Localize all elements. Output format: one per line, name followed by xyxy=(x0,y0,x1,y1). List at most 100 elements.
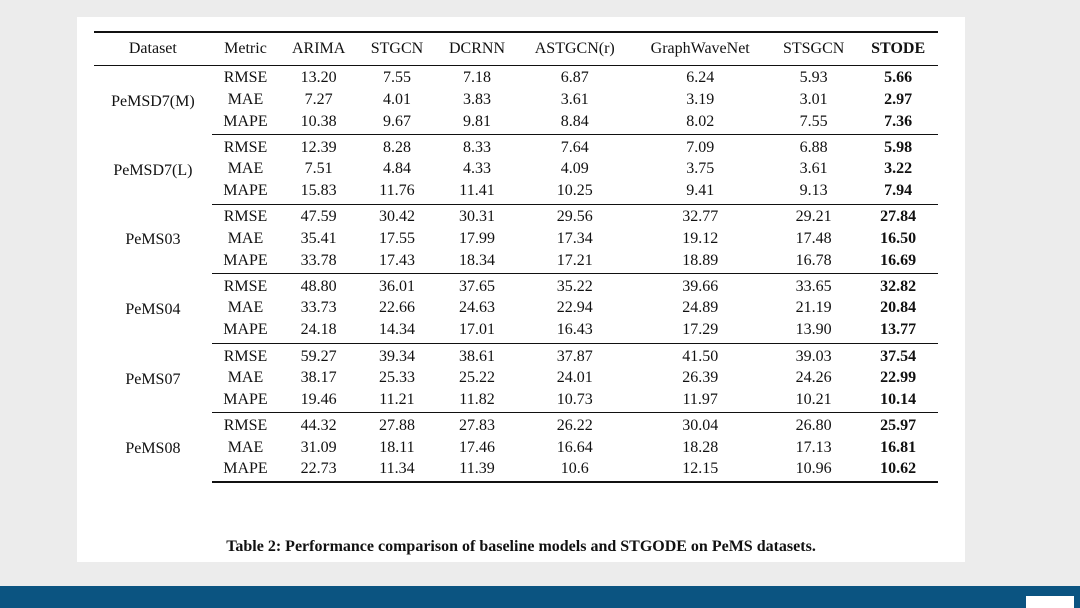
value-cell: 24.89 xyxy=(682,299,719,317)
value-cell: 5.93 xyxy=(799,69,828,87)
value-cell: 17.13 xyxy=(795,438,832,456)
dataset-cell: PeMS04 xyxy=(125,300,181,318)
value-cell: 6.24 xyxy=(686,69,715,87)
value-cell: 18.28 xyxy=(682,438,719,456)
value-cell: 14.34 xyxy=(358,320,436,344)
value-cell: 11.41 xyxy=(435,180,519,205)
table-row: MAE 38.17 25.33 25.22 24.01 26.39 24.26 22.99 xyxy=(94,366,938,389)
value-cell: 9.41 xyxy=(631,180,770,205)
value-cell: 37.65 xyxy=(458,278,495,296)
value-cell: 39.34 xyxy=(378,347,415,365)
table-row: MAPE 19.46 11.21 11.82 10.73 11.97 10.21 10.14 xyxy=(94,389,938,414)
value-cell: 10.96 xyxy=(769,459,859,484)
metric-cell: RMSE xyxy=(223,69,268,87)
value-cell: 8.28 xyxy=(382,138,411,156)
metric-cell: RMSE xyxy=(223,417,268,435)
metric-cell: RMSE xyxy=(223,138,268,156)
table-row: MAPE 33.78 17.43 18.34 17.21 18.89 16.78 16.69 xyxy=(94,250,938,275)
table-row: PeMS04 RMSE 48.80 36.01 37.65 35.22 39.66 33.65… xyxy=(94,274,938,318)
header-stode: STODE xyxy=(858,31,938,66)
value-cell: 26.80 xyxy=(795,417,832,435)
header-graphwavenet: GraphWaveNet xyxy=(631,31,770,66)
value-cell: 29.56 xyxy=(556,208,593,226)
value-cell: 19.46 xyxy=(279,389,359,414)
metric-cell: MAE xyxy=(227,438,264,456)
value-cell: 7.55 xyxy=(769,111,859,136)
value-cell: 38.17 xyxy=(300,369,337,387)
value-cell: 10.38 xyxy=(279,111,359,136)
best-value-cell: 10.62 xyxy=(858,459,938,484)
table-header-row: Dataset Metric ARIMA STGCN DCRNN ASTGCN(… xyxy=(94,31,938,66)
value-cell: 3.19 xyxy=(686,90,715,108)
footer-bar xyxy=(0,586,1080,608)
table-row: MAE 31.09 18.11 17.46 16.64 18.28 17.13 16.81 xyxy=(94,436,938,459)
value-cell: 17.43 xyxy=(358,250,436,275)
value-cell: 18.34 xyxy=(435,250,519,275)
table-row: MAPE 15.83 11.76 11.41 10.25 9.41 9.13 7.94 xyxy=(94,180,938,205)
metric-cell: MAPE xyxy=(211,389,280,414)
best-value-cell: 7.36 xyxy=(858,111,938,136)
header-dataset: Dataset xyxy=(94,31,212,66)
value-cell: 15.83 xyxy=(279,180,359,205)
value-cell: 3.01 xyxy=(799,90,828,108)
value-cell: 17.55 xyxy=(378,229,415,247)
value-cell: 36.01 xyxy=(378,278,415,296)
value-cell: 30.04 xyxy=(682,417,719,435)
value-cell: 6.88 xyxy=(799,138,828,156)
value-cell: 24.18 xyxy=(279,320,359,344)
metric-cell: MAPE xyxy=(211,459,280,484)
value-cell: 11.34 xyxy=(358,459,436,484)
best-value-cell: 27.84 xyxy=(880,208,917,226)
best-value-cell: 13.77 xyxy=(858,320,938,344)
value-cell: 4.09 xyxy=(560,160,589,178)
value-cell: 30.31 xyxy=(458,208,495,226)
value-cell: 22.66 xyxy=(378,299,415,317)
value-cell: 39.03 xyxy=(795,347,832,365)
value-cell: 11.39 xyxy=(435,459,519,484)
best-value-cell: 5.66 xyxy=(884,69,913,87)
best-value-cell: 10.14 xyxy=(858,389,938,414)
footer-tab xyxy=(1026,596,1074,608)
value-cell: 17.48 xyxy=(795,229,832,247)
value-cell: 17.21 xyxy=(518,250,632,275)
table-row: MAE 33.73 22.66 24.63 22.94 24.89 21.19 20.84 xyxy=(94,297,938,320)
value-cell: 8.33 xyxy=(462,138,491,156)
value-cell: 16.43 xyxy=(518,320,632,344)
dataset-cell: PeMS07 xyxy=(125,370,181,388)
value-cell: 16.64 xyxy=(556,438,593,456)
results-table: Dataset Metric ARIMA STGCN DCRNN ASTGCN(… xyxy=(94,31,938,484)
dataset-cell: PeMS08 xyxy=(125,440,181,458)
best-value-cell: 16.50 xyxy=(880,229,917,247)
header-astgcn: ASTGCN(r) xyxy=(518,31,632,66)
value-cell: 24.26 xyxy=(795,369,832,387)
metric-cell: RMSE xyxy=(223,347,268,365)
header-stsgcn: STSGCN xyxy=(769,31,859,66)
value-cell: 13.20 xyxy=(300,69,337,87)
best-value-cell: 5.98 xyxy=(884,138,913,156)
table-row: MAE 7.27 4.01 3.83 3.61 3.19 3.01 2.97 xyxy=(94,88,938,111)
value-cell: 19.12 xyxy=(682,229,719,247)
table-row: MAPE 10.38 9.67 9.81 8.84 8.02 7.55 7.36 xyxy=(94,111,938,136)
value-cell: 24.63 xyxy=(458,299,495,317)
table-row: MAPE 24.18 14.34 17.01 16.43 17.29 13.90 13.77 xyxy=(94,320,938,344)
value-cell: 6.87 xyxy=(560,69,589,87)
best-value-cell: 7.94 xyxy=(858,180,938,205)
value-cell: 7.64 xyxy=(560,138,589,156)
value-cell: 9.13 xyxy=(769,180,859,205)
value-cell: 3.61 xyxy=(799,160,828,178)
value-cell: 26.22 xyxy=(556,417,593,435)
value-cell: 3.75 xyxy=(686,160,715,178)
metric-cell: MAE xyxy=(227,299,264,317)
value-cell: 24.01 xyxy=(556,369,593,387)
value-cell: 17.01 xyxy=(435,320,519,344)
best-value-cell: 22.99 xyxy=(880,369,917,387)
value-cell: 48.80 xyxy=(300,278,337,296)
value-cell: 7.09 xyxy=(686,138,715,156)
table-row: PeMSD7(M) RMSE 13.20 7.55 7.18 6.87 6.24 5.93 5.… xyxy=(94,65,938,109)
value-cell: 33.78 xyxy=(279,250,359,275)
value-cell: 10.21 xyxy=(769,389,859,414)
metric-cell: MAPE xyxy=(211,250,280,275)
value-cell: 3.61 xyxy=(560,90,589,108)
value-cell: 12.39 xyxy=(300,138,337,156)
value-cell: 33.73 xyxy=(300,299,337,317)
